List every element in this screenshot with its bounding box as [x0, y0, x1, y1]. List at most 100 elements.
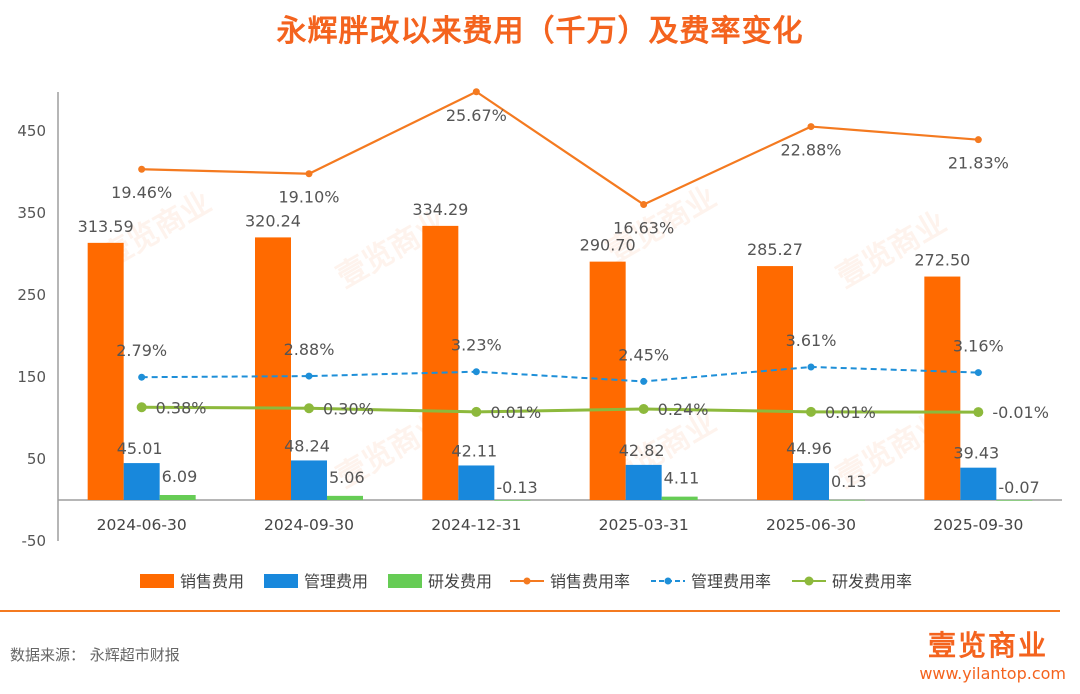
y-tick-label: 350: [17, 204, 46, 222]
admin-rate-label: 3.61%: [786, 331, 837, 350]
legend-label: 研发费用率: [832, 572, 912, 591]
sales-rate-point: [472, 88, 480, 96]
sales-rate-point: [305, 170, 313, 178]
chart-canvas: 450 350 250 150 50 -50 2024-06-30 2024-09-30 202…: [17, 88, 1062, 591]
sales-bar-label: 290.70: [580, 236, 636, 255]
admin-rate-label: 3.23%: [451, 336, 502, 355]
sales-rate-label: 25.67%: [446, 106, 507, 125]
admin-bar-label: 44.96: [786, 439, 832, 458]
legend-swatch-dot: [523, 577, 531, 585]
sales-rate-point: [807, 123, 815, 131]
rd-bar-label: -0.13: [496, 478, 537, 497]
admin-rate-label: 2.88%: [284, 340, 335, 359]
admin-bar: [960, 467, 997, 500]
legend-label: 管理费用: [304, 572, 368, 591]
y-tick-label: -50: [22, 532, 47, 550]
x-tick-label: 2024-09-30: [264, 516, 354, 534]
admin-bar: [291, 460, 327, 500]
x-tick-label: 2024-12-31: [431, 516, 521, 534]
admin-rate-point: [974, 369, 982, 377]
rd-rate-point: [806, 406, 816, 417]
sales-rate-point: [138, 165, 146, 173]
source-note: 数据来源： 永辉超市财报: [10, 646, 180, 664]
admin-rate-point: [472, 368, 480, 376]
rd-bar-label: -0.07: [998, 478, 1039, 497]
rd-bar-label: 0.13: [831, 472, 867, 491]
y-tick-label: 450: [17, 122, 46, 140]
rd-rate-label: 0.30%: [323, 399, 374, 418]
admin-rate-point: [807, 363, 815, 371]
rd-bar: [159, 495, 196, 500]
brand-url: www.yilantop.com: [919, 664, 1066, 683]
legend-label: 销售费用: [180, 572, 244, 591]
admin-bar: [123, 463, 160, 500]
admin-bar: [458, 465, 495, 500]
y-tick-label: 150: [17, 368, 46, 386]
sales-rate-label: 16.63%: [613, 219, 674, 238]
admin-rate-label: 3.16%: [953, 337, 1004, 356]
sales-bar-label: 313.59: [78, 217, 134, 236]
legend-label: 管理费用率: [691, 572, 771, 591]
rd-rate-point: [471, 406, 482, 417]
legend-swatch-dot: [804, 576, 814, 586]
rd-rate-point: [304, 403, 314, 414]
admin-bar: [793, 463, 829, 500]
chart-title: 永辉胖改以来费用（千万）及费率变化: [276, 14, 804, 49]
y-tick-label: 250: [17, 286, 46, 304]
rd-rate-label: 0.01%: [490, 403, 541, 422]
sales-bar: [589, 261, 626, 500]
admin-rate-label: 2.79%: [116, 341, 167, 360]
legend-label: 销售费用率: [550, 572, 630, 591]
rd-rate-label: -0.01%: [992, 403, 1049, 422]
rd-bar: [327, 495, 363, 500]
admin-bar-label: 42.11: [451, 441, 497, 460]
admin-bar: [625, 464, 662, 500]
sales-bar: [757, 266, 793, 500]
sales-rate-label: 21.83%: [948, 154, 1009, 173]
sales-rate-label: 22.88%: [780, 141, 841, 160]
admin-rate-point: [640, 377, 648, 385]
rd-bar: [996, 500, 1033, 501]
x-tick-label: 2025-03-31: [599, 516, 689, 534]
rd-rate-label: 0.24%: [658, 400, 709, 419]
legend-swatch: [140, 574, 174, 588]
sales-rate-point: [974, 136, 982, 144]
sales-bar-label: 285.27: [747, 240, 803, 259]
legend-label: 研发费用: [428, 572, 492, 591]
x-tick-label: 2024-06-30: [97, 516, 187, 534]
legend-swatch: [388, 574, 422, 588]
rd-bar: [829, 499, 865, 501]
admin-rate-point: [305, 372, 313, 380]
rd-rate-line: [141, 405, 979, 414]
sales-rate-point: [640, 201, 648, 209]
admin-bar-label: 48.24: [284, 436, 330, 455]
sales-bar: [87, 242, 124, 500]
rd-bar-label: 6.09: [162, 467, 198, 486]
sales-bar: [255, 237, 291, 500]
x-tick-label: 2025-09-30: [933, 516, 1023, 534]
sales-bar: [924, 276, 961, 500]
rd-bar: [494, 500, 531, 501]
sales-bar-label: 320.24: [245, 211, 301, 230]
rd-bar: [661, 496, 698, 500]
rd-rate-point: [638, 404, 649, 415]
rd-rate-point: [136, 402, 147, 413]
admin-rate-point: [138, 373, 146, 381]
admin-bar-label: 39.43: [953, 444, 999, 463]
admin-bar-label: 42.82: [619, 441, 665, 460]
legend-swatch-dot: [664, 577, 672, 585]
footer-divider: [0, 610, 1060, 612]
rd-bar-label: 4.11: [664, 469, 700, 488]
rd-rate-point: [973, 407, 984, 418]
rd-rate-label: 0.01%: [825, 403, 876, 422]
sales-bar-label: 272.50: [914, 251, 970, 270]
rd-bar-label: 5.06: [329, 468, 365, 487]
admin-rate-label: 2.45%: [618, 345, 669, 364]
brand-logo: 壹览商业: [927, 629, 1048, 662]
y-tick-label: 50: [27, 450, 46, 468]
sales-rate-line: [141, 90, 979, 206]
admin-bar-label: 45.01: [117, 439, 163, 458]
legend-swatch: [264, 574, 298, 588]
x-tick-label: 2025-06-30: [766, 516, 856, 534]
sales-bar-label: 334.29: [412, 200, 468, 219]
